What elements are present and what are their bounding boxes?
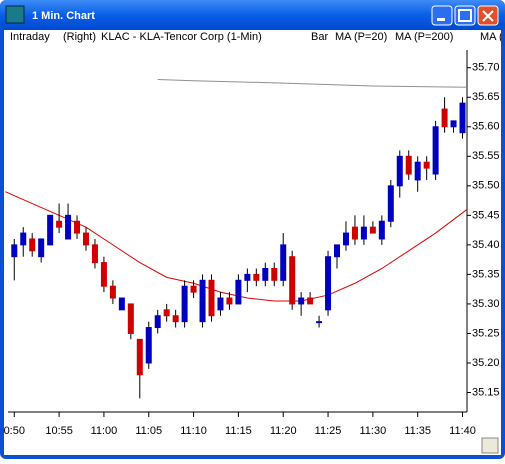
- x-tick-label: 11:00: [91, 425, 118, 437]
- candle-body: [351, 226, 358, 240]
- candle-body: [74, 220, 81, 234]
- title-bar: [0, 0, 505, 30]
- y-tick-label: 35.55: [472, 150, 500, 162]
- close-button[interactable]: [477, 5, 499, 26]
- x-tick-label: 11:15: [225, 425, 252, 437]
- candle-body: [253, 273, 260, 281]
- candle-body: [163, 309, 170, 317]
- x-tick-label: 11:40: [449, 425, 476, 437]
- candle-body: [217, 297, 224, 311]
- candle-body: [65, 214, 72, 240]
- x-tick-label: 0:50: [4, 425, 25, 437]
- legend-entry: MA (P=200): [395, 31, 453, 43]
- candle-body: [369, 226, 376, 234]
- moving-average-line: [157, 79, 468, 88]
- candle-body: [208, 279, 215, 317]
- y-tick-label: 35.25: [472, 327, 500, 339]
- candle-body: [441, 108, 448, 128]
- candle-body: [289, 256, 296, 305]
- candle-body: [307, 297, 314, 305]
- candle-body: [118, 297, 125, 311]
- y-tick-label: 35.15: [472, 386, 500, 398]
- window-icon: [5, 5, 25, 24]
- header-text: KLAC - KLA-Tencor Corp (1-Min): [101, 31, 262, 43]
- candle-body: [145, 327, 152, 364]
- y-tick-label: 35.60: [472, 121, 500, 133]
- candle-body: [91, 244, 98, 264]
- header-text: (Right): [63, 31, 96, 43]
- candle-body: [244, 273, 251, 281]
- candle-body: [47, 214, 54, 246]
- candle-body: [271, 267, 278, 281]
- candle-body: [334, 244, 341, 258]
- plot: Intraday (Right) KLAC - KLA-Tencor Corp …: [4, 31, 505, 437]
- candle-body: [414, 161, 421, 181]
- candle-body: [280, 244, 287, 281]
- candle-body: [459, 102, 466, 134]
- candle-body: [226, 297, 233, 305]
- y-tick-label: 35.20: [472, 357, 500, 369]
- candle-body: [405, 155, 412, 175]
- candle-body: [109, 285, 116, 299]
- candle-body: [181, 285, 188, 323]
- y-tick-label: 35.45: [472, 209, 500, 221]
- bottom-button[interactable]: [481, 437, 499, 454]
- candle-body: [423, 161, 430, 169]
- x-tick-label: 11:20: [270, 425, 297, 437]
- y-tick-label: 35.30: [472, 298, 500, 310]
- maximize-button[interactable]: [454, 5, 476, 26]
- candle-body: [450, 120, 457, 128]
- candle-body: [154, 315, 161, 329]
- candle-body: [11, 244, 18, 258]
- candle-body: [325, 256, 332, 311]
- candle-body: [396, 155, 403, 187]
- y-tick-label: 35.70: [472, 62, 500, 74]
- candle-body: [38, 238, 45, 258]
- candle-body: [298, 297, 305, 305]
- candle-body: [342, 232, 349, 246]
- y-tick-label: 35.35: [472, 268, 500, 280]
- minimize-button[interactable]: [431, 5, 453, 26]
- candle-body: [387, 185, 394, 222]
- y-tick-label: 35.40: [472, 239, 500, 251]
- candle-body: [378, 220, 385, 240]
- x-tick-label: 11:05: [135, 425, 162, 437]
- y-tick-label: 35.50: [472, 180, 500, 192]
- candle-body: [56, 220, 63, 228]
- candle-body: [127, 303, 134, 334]
- header-text: Intraday: [10, 31, 50, 43]
- candle-body: [432, 126, 439, 175]
- header-text: Bar: [311, 31, 328, 43]
- moving-average-line: [5, 191, 468, 302]
- candle-body: [20, 232, 27, 246]
- candle-body: [316, 321, 323, 324]
- legend-entry: MA (P=20): [335, 31, 387, 43]
- x-tick-label: 11:35: [404, 425, 431, 437]
- candle-body: [82, 232, 89, 246]
- candle-body: [262, 267, 269, 281]
- candle-body: [199, 279, 206, 323]
- x-tick-label: 11:25: [315, 425, 342, 437]
- candle-body: [172, 315, 179, 323]
- candle-body: [29, 238, 36, 252]
- candle-body: [136, 338, 143, 376]
- candle-body: [190, 285, 197, 293]
- x-tick-label: 10:55: [45, 425, 73, 437]
- candle-body: [235, 279, 242, 305]
- candle-body: [100, 262, 107, 287]
- x-tick-label: 11:30: [360, 425, 387, 437]
- y-tick-label: 35.65: [472, 91, 500, 103]
- candle-body: [360, 226, 367, 240]
- x-tick-label: 11:10: [180, 425, 207, 437]
- legend-entry: MA (P=6: [480, 31, 505, 43]
- chart-background: [4, 30, 501, 455]
- window-title: 1 Min. Chart: [32, 10, 95, 22]
